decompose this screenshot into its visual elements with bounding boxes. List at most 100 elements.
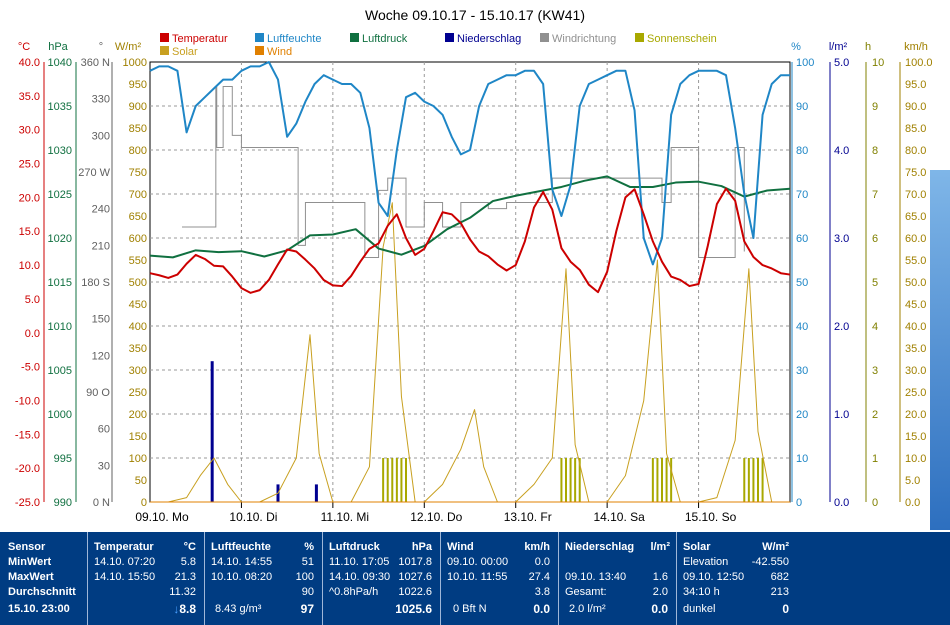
temperature-avg: 11.32	[169, 586, 196, 598]
sunshine-bar	[395, 458, 398, 502]
solar-elevation-label: Elevation	[683, 556, 729, 568]
axis-tick-wind: 40.0	[905, 321, 926, 333]
solar-current: 0	[782, 602, 789, 616]
humidity-min: 51	[301, 556, 314, 568]
sunshine-bar	[386, 458, 389, 502]
sunshine-bar	[578, 458, 581, 502]
axis-tick-temp: 20.0	[19, 192, 40, 204]
axis-tick-temp: -5.0	[21, 362, 40, 374]
axis-tick-dir: 0 N	[93, 497, 110, 509]
sunshine-bar	[743, 458, 746, 502]
axis-tick-hum: 60	[796, 233, 808, 245]
axis-tick-hum: 0	[796, 497, 802, 509]
axis-tick-solar: 0	[141, 497, 147, 509]
axes: 40.035.030.025.020.015.010.05.00.0-5.0-1…	[15, 41, 933, 509]
axis-tick-wind: 55.0	[905, 255, 926, 267]
axis-tick-wind: 65.0	[905, 211, 926, 223]
axis-tick-rain: 5.0	[834, 57, 849, 69]
x-axis-labels: 09.10. Mo 10.10. Di 11.10. Mi 12.10. Do 13.1…	[135, 510, 736, 524]
axis-tick-hum: 50	[796, 277, 808, 289]
axis-tick-wind: 70.0	[905, 189, 926, 201]
series-line-solar	[150, 202, 790, 503]
axis-tick-temp: 35.0	[19, 91, 40, 103]
axis-tick-wind: 20.0	[905, 409, 926, 421]
rain-bar	[210, 361, 214, 502]
axis-tick-dir: 360 N	[81, 57, 110, 69]
axis-tick-dir: 240	[92, 204, 110, 216]
axis-tick-temp: 25.0	[19, 159, 40, 171]
axis-tick-temp: -20.0	[15, 463, 40, 475]
rain-bar	[314, 484, 318, 502]
sunshine-bar	[560, 458, 563, 502]
axis-tick-wind: 45.0	[905, 299, 926, 311]
humidity-max-time: 10.10. 08:20	[211, 571, 273, 583]
pressure-header: Luftdruck	[329, 541, 380, 553]
solar-unit: W/m²	[762, 541, 789, 553]
solar-elevation: -42.550	[751, 556, 789, 568]
axis-tick-solar: 650	[129, 211, 147, 223]
temperature-current-value: 8.8	[179, 602, 196, 616]
solar-hours: 213	[770, 586, 789, 598]
row-min-label: MinWert	[8, 556, 52, 568]
axis-tick-sun: 10	[872, 57, 884, 69]
legend-label: Windrichtung	[552, 33, 616, 45]
axis-tick-temp: 40.0	[19, 57, 40, 69]
wind-max: 27.4	[528, 571, 550, 583]
axis-tick-wind: 50.0	[905, 277, 926, 289]
pressure-min: 1017.8	[398, 556, 432, 568]
legend-label: Temperatur	[172, 33, 228, 45]
x-axis-label: 14.10. Sa	[593, 510, 645, 524]
axis-tick-temp: 15.0	[19, 226, 40, 238]
series-line-temperatur	[149, 187, 791, 294]
axis-tick-solar: 700	[129, 189, 147, 201]
axis-tick-rain: 4.0	[834, 145, 849, 157]
axis-unit-solar: W/m²	[115, 41, 142, 53]
axis-unit-hum: %	[791, 41, 801, 53]
axis-tick-dir: 330	[92, 94, 110, 106]
series-line-luftdruck	[149, 175, 791, 259]
sunshine-bar	[651, 458, 654, 502]
axis-tick-wind: 10.0	[905, 453, 926, 465]
x-axis-label: 11.10. Mi	[321, 510, 369, 524]
wind-min-time: 09.10. 00:00	[447, 556, 509, 568]
axis-tick-sun: 4	[872, 321, 878, 333]
pressure-column: Luftdruck hPa 11.10. 17:05 1017.8 14.10.…	[323, 532, 441, 625]
sensor-column: Sensor MinWert MaxWert Durchschnitt 15.1…	[0, 532, 88, 625]
rain-total: 2.0	[652, 586, 668, 598]
rain-unit: l/m²	[650, 541, 670, 553]
sunshine-bar	[400, 458, 403, 502]
legend-label: Luftfeuchte	[267, 33, 321, 45]
axis-tick-sun: 7	[872, 189, 878, 201]
axis-tick-press: 1035	[48, 101, 72, 113]
axis-tick-solar: 150	[129, 431, 147, 443]
arrow-down-icon: ↓	[173, 602, 180, 616]
axis-tick-wind: 90.0	[905, 101, 926, 113]
wind-min: 0.0	[534, 556, 550, 568]
axis-tick-press: 1030	[48, 145, 72, 157]
wind-unit: km/h	[524, 541, 550, 553]
pressure-min-time: 11.10. 17:05	[329, 556, 390, 568]
axis-unit-sun: h	[865, 41, 871, 53]
pressure-trend: ^0.8hPa/h	[329, 586, 379, 598]
sunshine-bar	[661, 458, 663, 502]
axis-tick-sun: 3	[872, 365, 878, 377]
humidity-unit: %	[304, 541, 314, 553]
axis-tick-press: 1040	[48, 57, 72, 69]
axis-tick-solar: 200	[129, 409, 147, 421]
sunshine-bar	[569, 458, 572, 502]
rain-current: 0.0	[651, 602, 668, 616]
humidity-column: Luftfeuchte % 14.10. 14:55 51 10.10. 08:…	[205, 532, 323, 625]
temperature-max: 21.3	[174, 571, 196, 583]
axis-tick-temp: -10.0	[15, 395, 40, 407]
axis-tick-solar: 900	[129, 101, 147, 113]
axis-tick-hum: 10	[796, 453, 808, 465]
pressure-max-time: 14.10. 09:30	[329, 571, 391, 583]
axis-tick-rain: 1.0	[834, 409, 849, 421]
axis-tick-dir: 120	[92, 350, 110, 362]
desktop-background-strip	[930, 170, 950, 530]
axis-tick-solar: 100	[129, 453, 147, 465]
axis-tick-sun: 0	[872, 497, 878, 509]
x-axis-label: 09.10. Mo	[135, 510, 189, 524]
axis-tick-dir: 90 O	[86, 387, 110, 399]
axis-tick-press: 990	[54, 497, 72, 509]
